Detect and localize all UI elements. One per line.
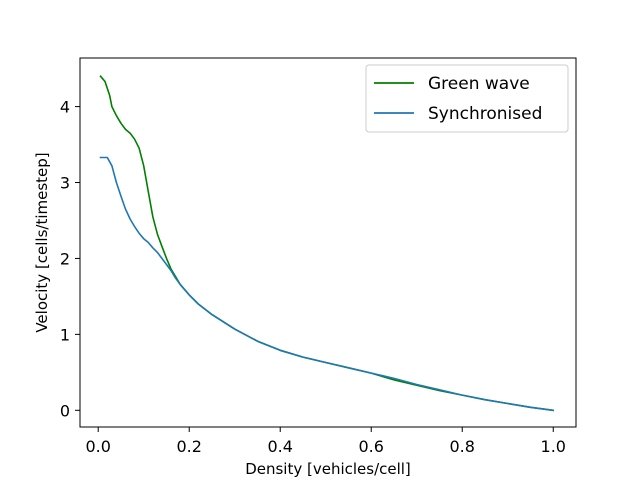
- y-tick-label: 4: [60, 98, 70, 117]
- y-tick-label: 2: [60, 249, 70, 268]
- y-tick-label: 3: [60, 174, 70, 193]
- axes: 0.0 0.2 0.4 0.6 0.8 1.0 0 1 2 3 4 Density [vehicles…: [33, 57, 577, 478]
- x-tick-label: 0.2: [176, 437, 201, 456]
- legend-box: [365, 64, 569, 133]
- legend-label-0: Green wave: [428, 74, 530, 94]
- series-line-1: [99, 156, 555, 412]
- plot-area: [99, 75, 555, 412]
- x-axis-label: Density [vehicles/cell]: [245, 460, 411, 478]
- y-tick-label: 1: [60, 325, 70, 344]
- x-tick-label: 0.8: [450, 437, 475, 456]
- x-tick-label: 0.4: [267, 437, 292, 456]
- x-tick-label: 0.0: [85, 437, 110, 456]
- legend: Green wave Synchronised: [365, 64, 569, 133]
- legend-label-1: Synchronised: [428, 104, 542, 124]
- plot-frame: [79, 57, 577, 428]
- y-tick-label: 0: [60, 401, 70, 420]
- x-tick-label: 1.0: [541, 437, 566, 456]
- y-axis-label: Velocity [cells/timestep]: [33, 152, 51, 332]
- x-tick-label: 0.6: [359, 437, 384, 456]
